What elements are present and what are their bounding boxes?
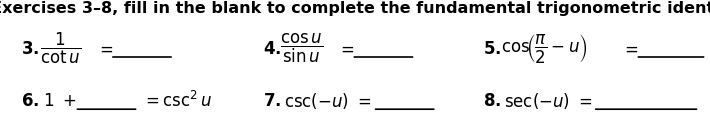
Text: $\mathrm{sec}(-u)\ =$: $\mathrm{sec}(-u)\ =$ xyxy=(504,90,592,110)
Text: $\dfrac{1}{\mathrm{cot}\,u}$: $\dfrac{1}{\mathrm{cot}\,u}$ xyxy=(40,31,81,66)
Text: $\mathbf{3.}$: $\mathbf{3.}$ xyxy=(21,39,40,57)
Text: In Exercises 3–8, fill in the blank to complete the fundamental trigonometric id: In Exercises 3–8, fill in the blank to c… xyxy=(0,1,710,15)
Text: $\mathbf{7.}$: $\mathbf{7.}$ xyxy=(263,91,281,109)
Text: $\mathrm{csc}(-u)\ =$: $\mathrm{csc}(-u)\ =$ xyxy=(284,90,371,110)
Text: $\mathrm{cos}\!\left(\dfrac{\pi}{2} - u\right)$: $\mathrm{cos}\!\left(\dfrac{\pi}{2} - u\… xyxy=(501,32,587,65)
Text: $= \mathrm{csc}^2\,u$: $= \mathrm{csc}^2\,u$ xyxy=(142,90,212,110)
Text: $=$: $=$ xyxy=(96,39,113,57)
Text: $\mathbf{5.}$: $\mathbf{5.}$ xyxy=(483,39,501,57)
Text: $\mathbf{4.}$: $\mathbf{4.}$ xyxy=(263,39,281,57)
Text: $\mathbf{8.}$: $\mathbf{8.}$ xyxy=(483,91,501,109)
Text: $=$: $=$ xyxy=(621,39,638,57)
Text: $\dfrac{\mathrm{cos}\,u}{\mathrm{sin}\,u}$: $\dfrac{\mathrm{cos}\,u}{\mathrm{sin}\,u… xyxy=(280,32,323,65)
Text: $=$: $=$ xyxy=(337,39,354,57)
Text: $\mathbf{6.}$: $\mathbf{6.}$ xyxy=(21,91,40,109)
Text: $1\ +$: $1\ +$ xyxy=(43,91,76,109)
